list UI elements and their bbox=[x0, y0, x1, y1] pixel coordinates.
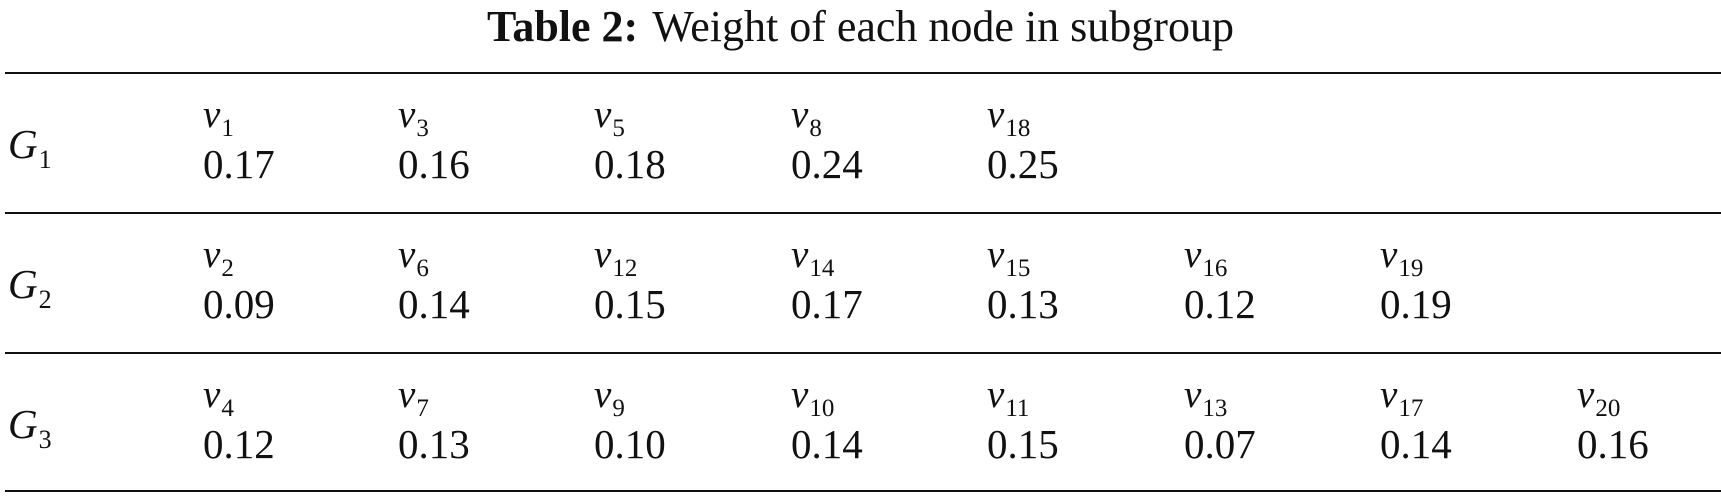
node-cell: v5 0.18 bbox=[594, 74, 784, 208]
node-label: v13 bbox=[1184, 373, 1228, 422]
table-caption-text: Weight of each node in subgroup bbox=[652, 2, 1234, 51]
node-label: v19 bbox=[1380, 233, 1424, 282]
node-weight: 0.07 bbox=[1184, 421, 1256, 467]
node-cell: v6 0.14 bbox=[398, 214, 588, 348]
group-label: G1 bbox=[8, 121, 52, 174]
node-cell: v8 0.24 bbox=[791, 74, 981, 208]
node-weight: 0.13 bbox=[987, 281, 1059, 327]
node-label: v12 bbox=[594, 233, 638, 282]
node-weight: 0.09 bbox=[203, 281, 275, 327]
node-cell: v16 0.12 bbox=[1184, 214, 1374, 348]
node-cell: v13 0.07 bbox=[1184, 354, 1374, 488]
node-cell: v12 0.15 bbox=[594, 214, 784, 348]
table-caption-label: Table 2: bbox=[487, 2, 639, 51]
node-label: v2 bbox=[203, 233, 234, 282]
node-weight: 0.14 bbox=[791, 421, 863, 467]
node-label: v15 bbox=[987, 233, 1031, 282]
node-label: v8 bbox=[791, 93, 822, 142]
node-weight: 0.19 bbox=[1380, 281, 1452, 327]
table-caption: Table 2: Weight of each node in subgroup bbox=[0, 2, 1721, 52]
node-cell: v10 0.14 bbox=[791, 354, 981, 488]
node-label: v5 bbox=[594, 93, 625, 142]
node-label: v9 bbox=[594, 373, 625, 422]
table-top-rule bbox=[5, 72, 1721, 74]
node-cell: v7 0.13 bbox=[398, 354, 588, 488]
node-cell: v2 0.09 bbox=[203, 214, 393, 348]
node-label: v4 bbox=[203, 373, 234, 422]
node-weight: 0.24 bbox=[791, 141, 863, 187]
node-cell: v1 0.17 bbox=[203, 74, 393, 208]
node-cell: v11 0.15 bbox=[987, 354, 1177, 488]
table-row-divider bbox=[5, 212, 1721, 214]
node-label: v1 bbox=[203, 93, 234, 142]
node-weight: 0.14 bbox=[398, 281, 470, 327]
node-weight: 0.16 bbox=[1577, 421, 1649, 467]
node-weight: 0.17 bbox=[791, 281, 863, 327]
node-label: v17 bbox=[1380, 373, 1424, 422]
table-bottom-rule bbox=[5, 490, 1721, 492]
group-label: G2 bbox=[8, 261, 52, 314]
node-weight: 0.25 bbox=[987, 141, 1059, 187]
table-row-g3: G3 v4 0.12 v7 0.13 v9 0.10 v10 0.14 v11 … bbox=[0, 354, 1721, 488]
node-label: v16 bbox=[1184, 233, 1228, 282]
node-cell: v14 0.17 bbox=[791, 214, 981, 348]
table-row-divider bbox=[5, 352, 1721, 354]
node-cell: v3 0.16 bbox=[398, 74, 588, 208]
node-label: v20 bbox=[1577, 373, 1621, 422]
node-weight: 0.15 bbox=[987, 421, 1059, 467]
node-cell: v9 0.10 bbox=[594, 354, 784, 488]
node-weight: 0.12 bbox=[1184, 281, 1256, 327]
node-label: v14 bbox=[791, 233, 835, 282]
node-weight: 0.12 bbox=[203, 421, 275, 467]
node-cell: v19 0.19 bbox=[1380, 214, 1570, 348]
table-row-g2: G2 v2 0.09 v6 0.14 v12 0.15 v14 0.17 v15… bbox=[0, 214, 1721, 348]
node-label: v6 bbox=[398, 233, 429, 282]
node-weight: 0.10 bbox=[594, 421, 666, 467]
node-cell: v15 0.13 bbox=[987, 214, 1177, 348]
node-weight: 0.16 bbox=[398, 141, 470, 187]
node-weight: 0.14 bbox=[1380, 421, 1452, 467]
node-cell: v17 0.14 bbox=[1380, 354, 1570, 488]
node-label: v10 bbox=[791, 373, 835, 422]
node-cell: v18 0.25 bbox=[987, 74, 1177, 208]
node-cell: v20 0.16 bbox=[1577, 354, 1721, 488]
node-weight: 0.17 bbox=[203, 141, 275, 187]
node-label: v18 bbox=[987, 93, 1031, 142]
node-weight: 0.18 bbox=[594, 141, 666, 187]
node-label: v11 bbox=[987, 373, 1030, 422]
node-weight: 0.15 bbox=[594, 281, 666, 327]
group-label: G3 bbox=[8, 401, 52, 454]
node-weight: 0.13 bbox=[398, 421, 470, 467]
table-row-g1: G1 v1 0.17 v3 0.16 v5 0.18 v8 0.24 v18 0… bbox=[0, 74, 1721, 208]
node-cell: v4 0.12 bbox=[203, 354, 393, 488]
node-label: v3 bbox=[398, 93, 429, 142]
node-label: v7 bbox=[398, 373, 429, 422]
